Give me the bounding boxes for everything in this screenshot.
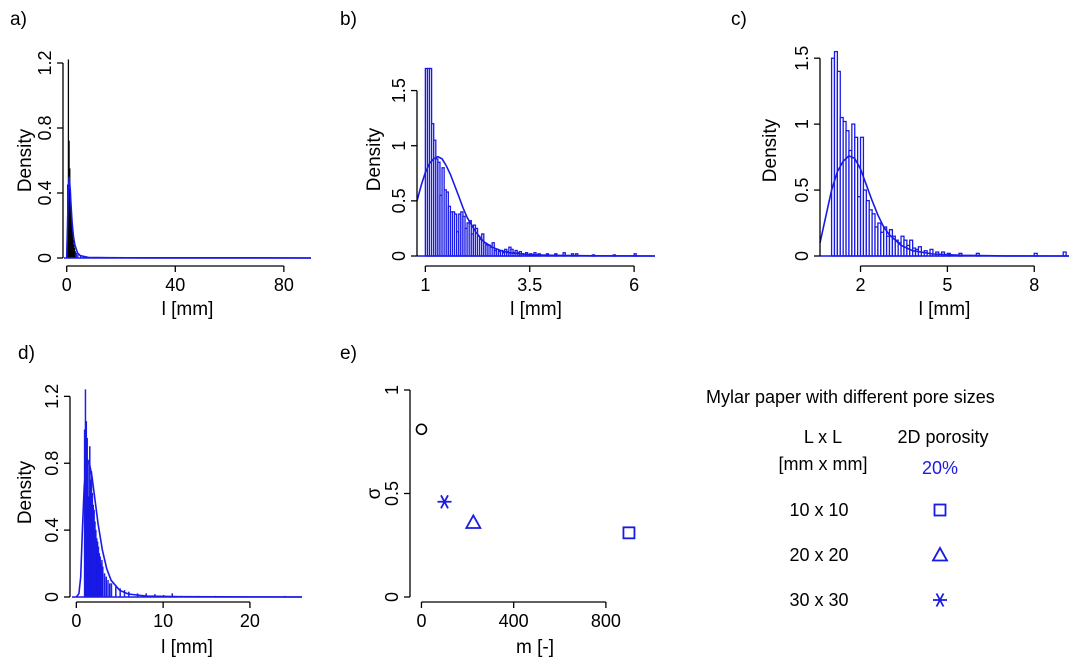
panel-label: c) xyxy=(731,9,747,30)
histogram-bars xyxy=(424,67,637,257)
histogram-bar xyxy=(110,583,113,598)
legend-row-size: 30 x 30 xyxy=(789,590,848,610)
data-point xyxy=(437,494,452,509)
y-tick-label: 1 xyxy=(792,119,812,129)
histogram-bar xyxy=(109,583,111,598)
y-tick-label: 0 xyxy=(389,251,409,261)
y-tick-label: 0 xyxy=(35,253,55,263)
x-tick-label: 2 xyxy=(856,275,866,295)
legend-col1-header-line2: [mm x mm] xyxy=(779,454,868,474)
legend-square-icon xyxy=(933,503,947,517)
x-tick-label: 3.5 xyxy=(517,275,542,295)
y-tick-label: 0.8 xyxy=(42,451,62,476)
x-tick-label: 400 xyxy=(499,611,529,631)
legend-title: Mylar paper with different pore sizes xyxy=(706,387,995,407)
density-curve xyxy=(416,155,656,257)
scatter-points xyxy=(415,423,636,540)
histogram-bars xyxy=(830,50,1067,257)
legend-col2-header: 2D porosity xyxy=(897,427,988,447)
legend-markers xyxy=(931,503,949,607)
x-tick-label: 1 xyxy=(420,275,430,295)
density-curve xyxy=(819,154,1070,257)
x-tick-label: 6 xyxy=(629,275,639,295)
y-axis-label: Density xyxy=(364,127,385,191)
histogram-bar xyxy=(123,590,126,598)
legend: Mylar paper with different pore sizes L … xyxy=(706,387,995,610)
density-curve xyxy=(75,457,303,598)
panel-label: a) xyxy=(10,9,27,30)
x-axis-label: m [-] xyxy=(516,637,554,658)
x-tick-label: 20 xyxy=(240,611,260,631)
chart-panel-a: a) 0 40 80 0 0.4 0.8 1.2 l [mm] Density xyxy=(10,9,312,320)
data-point xyxy=(415,423,428,436)
axes: 1 3.5 6 0 0.5 1 1.5 xyxy=(389,78,639,295)
y-tick-label: 0.4 xyxy=(42,518,62,543)
y-axis-label: Density xyxy=(15,460,36,524)
chart-panel-c: c) 2 5 8 0 0.5 1 1.5 l [mm] Density xyxy=(731,9,1070,320)
y-tick-label: 1.2 xyxy=(35,50,55,75)
legend-asterisk-icon xyxy=(933,593,947,607)
histogram-bars xyxy=(66,59,84,259)
x-tick-label: 5 xyxy=(942,275,952,295)
y-tick-label: 0 xyxy=(382,592,402,602)
x-axis-label: l [mm] xyxy=(162,299,214,320)
y-axis-label: Density xyxy=(15,128,36,192)
histogram-bar xyxy=(74,251,76,259)
legend-col2-subheader: 20% xyxy=(922,458,958,478)
chart-panel-e: e) 0 400 800 0 0.5 1 m [-] σ xyxy=(340,343,636,658)
y-axis-label: Density xyxy=(760,118,781,182)
chart-panel-d: d) 0 10 20 0 0.4 0.8 1.2 l [mm] Density xyxy=(15,343,303,658)
y-tick-label: 0.5 xyxy=(792,178,812,203)
histogram-bar xyxy=(929,248,934,257)
axes: 2 5 8 0 0.5 1 1.5 xyxy=(792,46,1039,295)
x-tick-label: 10 xyxy=(153,611,173,631)
panel-label: b) xyxy=(340,9,357,30)
panel-label: d) xyxy=(18,343,35,364)
y-tick-label: 0 xyxy=(792,251,812,261)
histogram-bar xyxy=(103,573,106,598)
y-tick-label: 1 xyxy=(389,141,409,151)
chart-panel-b: b) 1 3.5 6 0 0.5 1 1.5 l [mm] Density xyxy=(340,9,656,320)
x-axis-label: l [mm] xyxy=(161,637,213,658)
y-tick-label: 0.5 xyxy=(389,188,409,213)
x-axis-label: l [mm] xyxy=(510,299,562,320)
x-tick-label: 0 xyxy=(62,275,72,295)
y-axis-label: σ xyxy=(364,487,385,499)
x-tick-label: 40 xyxy=(165,275,185,295)
legend-row-size: 10 x 10 xyxy=(789,500,848,520)
y-tick-label: 0 xyxy=(42,592,62,602)
density-curve xyxy=(65,176,312,259)
legend-row-size: 20 x 20 xyxy=(789,545,848,565)
histogram-bar xyxy=(107,579,109,598)
x-tick-label: 80 xyxy=(274,275,294,295)
histogram-bar xyxy=(115,586,117,598)
histogram-bar xyxy=(75,252,78,259)
legend-triangle-icon xyxy=(931,546,949,562)
panel-label: e) xyxy=(340,343,357,364)
histogram-bar xyxy=(102,566,104,598)
legend-col1-header-line1: L x L xyxy=(804,427,842,447)
y-tick-label: 0.5 xyxy=(382,481,402,506)
histogram-bars xyxy=(83,389,286,598)
y-tick-label: 1.2 xyxy=(42,384,62,409)
y-tick-label: 1 xyxy=(382,385,402,395)
data-point xyxy=(622,526,636,540)
histogram-bar xyxy=(105,576,108,598)
x-axis-label: l [mm] xyxy=(919,299,971,320)
x-tick-label: 0 xyxy=(416,611,426,631)
axes: 0 10 20 0 0.4 0.8 1.2 xyxy=(42,384,260,631)
axes: 0 400 800 0 0.5 1 xyxy=(382,385,621,631)
data-point xyxy=(464,513,482,529)
y-tick-label: 1.5 xyxy=(389,78,409,103)
x-tick-label: 8 xyxy=(1029,275,1039,295)
x-tick-label: 800 xyxy=(591,611,621,631)
y-tick-label: 1.5 xyxy=(792,46,812,71)
x-tick-label: 0 xyxy=(71,611,81,631)
y-tick-label: 0.4 xyxy=(35,180,55,205)
axes: 0 40 80 0 0.4 0.8 1.2 xyxy=(35,50,294,295)
y-tick-label: 0.8 xyxy=(35,115,55,140)
